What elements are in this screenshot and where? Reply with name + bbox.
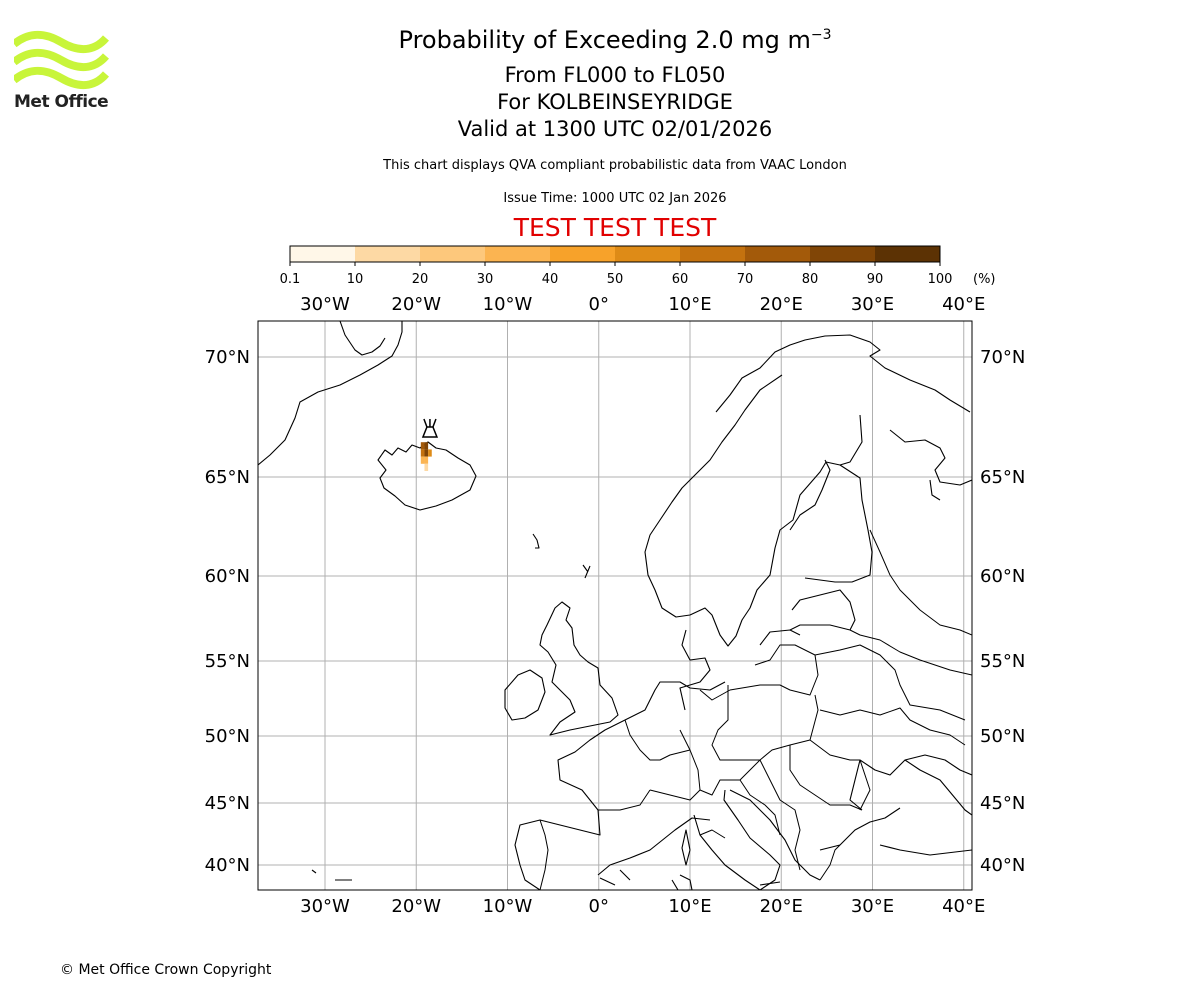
colorbar-tick-label: 60	[672, 272, 689, 287]
valid-time: Valid at 1300 UTC 02/01/2026	[457, 117, 773, 141]
latitude-label: 40°N	[205, 855, 250, 876]
probability-cell	[428, 449, 432, 457]
copyright: © Met Office Crown Copyright	[60, 962, 272, 978]
longitude-label: 30°W	[300, 896, 350, 917]
longitude-label: 10°E	[668, 896, 711, 917]
latitude-label: 65°N	[980, 467, 1025, 488]
latitude-label: 55°N	[980, 651, 1025, 672]
probability-cell	[420, 442, 425, 450]
longitude-label: 20°W	[391, 294, 441, 315]
iceland-coast	[377, 441, 477, 511]
volcano-icon	[421, 418, 439, 438]
scandinavia-coast	[644, 334, 971, 647]
colorbar-tick-label: 80	[802, 272, 819, 287]
coastlines	[258, 321, 972, 890]
latitude-label: 70°N	[205, 347, 250, 368]
longitude-label: 30°W	[300, 294, 350, 315]
longitude-label: 30°E	[851, 294, 894, 315]
latitude-label: 60°N	[205, 566, 250, 587]
colorbar-swatch	[875, 246, 940, 262]
black-sea-coast	[849, 754, 972, 856]
longitude-label: 30°E	[851, 896, 894, 917]
latitude-label: 65°N	[205, 467, 250, 488]
longitude-label: 0°	[589, 896, 609, 917]
probability-cell	[420, 456, 425, 464]
greenland-coast	[258, 321, 403, 466]
latitude-label: 45°N	[980, 793, 1025, 814]
colorbar-swatch	[680, 246, 745, 262]
longitude-label: 10°W	[483, 294, 533, 315]
longitude-label: 10°E	[668, 294, 711, 315]
colorbar-tick-label: 100	[928, 272, 953, 287]
latitude-label: 50°N	[205, 726, 250, 747]
corsica	[681, 829, 691, 866]
longitude-label: 0°	[589, 294, 609, 315]
flight-level-range: From FL000 to FL050	[504, 63, 726, 87]
ireland-coast	[504, 669, 546, 721]
probability-cells	[420, 442, 432, 471]
latitude-label: 55°N	[205, 651, 250, 672]
colorbar-tick-label: 10	[347, 272, 364, 287]
longitude-label: 20°E	[760, 294, 803, 315]
latitude-label: 45°N	[205, 793, 250, 814]
test-banner: TEST TEST TEST	[513, 213, 717, 242]
probability-cell	[424, 463, 429, 471]
longitude-label: 40°E	[942, 294, 985, 315]
colorbar-swatch	[745, 246, 810, 262]
colorbar: 0.1 10 20 30 40 50 60 70 80 90 100 (%)	[280, 245, 996, 287]
great-britain-coast	[539, 601, 619, 736]
colorbar-unit: (%)	[973, 272, 996, 287]
probability-cell	[424, 449, 429, 457]
longitude-label: 20°W	[391, 896, 441, 917]
sicily	[759, 881, 781, 886]
map-panel: 30°W 20°W 10°W 0° 10°E 20°E 30°E 40°E 30°W 20°W 1…	[205, 294, 1026, 917]
colorbar-tick-label: 20	[412, 272, 429, 287]
latitude-label: 50°N	[980, 726, 1025, 747]
colorbar-tick-label: 90	[867, 272, 884, 287]
denmark-coast	[679, 629, 711, 711]
colorbar-swatch	[550, 246, 615, 262]
colorbar-swatch	[290, 246, 355, 262]
colorbar-swatch	[615, 246, 680, 262]
sardinia	[671, 874, 693, 890]
colorbar-tick-label: 70	[737, 272, 754, 287]
colorbar-tick-label: 30	[477, 272, 494, 287]
colorbar-swatch	[420, 246, 485, 262]
finland-coast	[789, 459, 873, 583]
colorbar-swatch	[355, 246, 420, 262]
longitude-label: 20°E	[760, 896, 803, 917]
met-office-logo	[14, 30, 109, 89]
colorbar-swatch	[485, 246, 550, 262]
longitude-label: 10°W	[483, 896, 533, 917]
longitude-label: 40°E	[942, 896, 985, 917]
colorbar-tick-label: 50	[607, 272, 624, 287]
probability-cell	[424, 442, 429, 450]
chart-description: This chart displays QVA compliant probab…	[383, 158, 847, 173]
latitude-label: 40°N	[980, 855, 1025, 876]
colorbar-tick-label: 0.1	[280, 272, 300, 287]
volcano-name: For KOLBEINSEYRIDGE	[497, 90, 733, 114]
probability-cell	[420, 449, 425, 457]
colorbar-swatch	[810, 246, 875, 262]
colorbar-tick-label: 40	[542, 272, 559, 287]
logo-wordmark: Met Office	[14, 92, 109, 112]
latitude-label: 70°N	[980, 347, 1025, 368]
europe-west-coast	[514, 681, 972, 890]
probability-cell	[424, 456, 429, 464]
map-frame	[257, 320, 973, 891]
latitude-label: 60°N	[980, 566, 1025, 587]
chart-title: Probability of Exceeding 2.0 mg m−3	[398, 26, 832, 54]
issue-time: Issue Time: 1000 UTC 02 Jan 2026	[503, 191, 727, 206]
